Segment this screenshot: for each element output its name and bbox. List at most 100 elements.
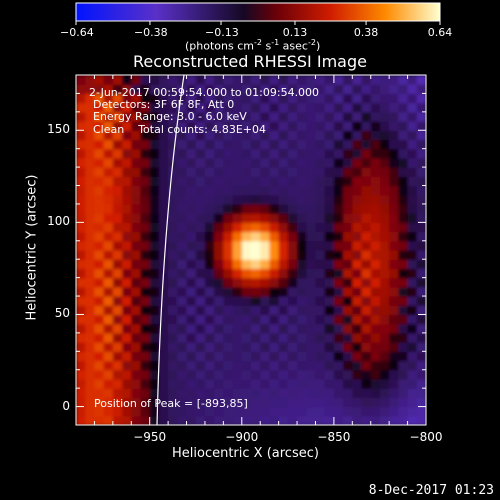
heatmap-cell [177,111,188,122]
heatmap-cell [324,305,335,316]
heatmap-cell [112,231,123,242]
heatmap-cell [223,121,234,131]
heatmap-cell [315,342,326,352]
heatmap-cell [416,342,426,352]
heatmap-cell [168,84,178,95]
heatmap-cell [204,203,215,214]
heatmap-cell [186,240,197,251]
heatmap-cell [85,176,96,187]
heatmap-cell [241,240,252,251]
heatmap-cell [214,240,224,251]
heatmap-cell [241,231,252,242]
heatmap-cell [407,222,418,233]
heatmap-cell [343,231,353,242]
heatmap-cell [241,323,252,334]
heatmap-cell [287,305,298,316]
heatmap-cell [260,157,271,168]
heatmap-cell [122,277,132,288]
heatmap-cell [407,415,418,425]
heatmap-cell [241,148,252,159]
heatmap-cell [416,111,426,122]
heatmap-cell [204,157,215,168]
heatmap-cell [112,250,123,260]
heatmap-cell [204,185,215,196]
heatmap-cell [186,222,197,233]
heatmap-cell [361,296,372,306]
heatmap-cell [260,351,271,362]
heatmap-cell [232,296,243,306]
heatmap-cell [278,369,289,380]
heatmap-cell [352,388,363,398]
heatmap-cell [315,231,326,242]
heatmap-cell [186,84,197,95]
heatmap-cell [333,342,344,352]
heatmap-cell [352,259,363,270]
heatmap-cell [343,259,353,270]
heatmap-cell [287,75,298,85]
heatmap-cell [232,332,243,343]
heatmap-cell [122,305,132,316]
heatmap-cell [407,148,418,159]
heatmap-cell [94,185,105,196]
heatmap-cell [122,231,132,242]
heatmap-cell [158,397,169,408]
heatmap-cell [251,203,261,214]
heatmap-cell [195,213,206,223]
heatmap-cell [122,351,132,362]
heatmap-cell [324,222,335,233]
heatmap-cell [260,130,271,141]
heatmap-cell [251,139,261,150]
heatmap-cell [343,203,353,214]
heatmap-cell [149,102,160,113]
heatmap-cell [168,240,178,251]
heatmap-cell [223,369,234,380]
heatmap-cell [398,231,409,242]
heatmap-cell [297,157,307,168]
heatmap-cell [370,378,381,389]
heatmap-cell [370,231,381,242]
heatmap-cell [370,157,381,168]
heatmap-cell [398,222,409,233]
heatmap-cell [361,148,372,159]
heatmap-cell [149,314,160,325]
heatmap-cell [214,360,224,371]
heatmap-cell [333,277,344,288]
x-tick-label: −950 [133,430,167,444]
heatmap-cell [251,231,261,242]
heatmap-cell [398,102,409,113]
heatmap-cell [297,296,307,306]
heatmap-cell [94,231,105,242]
heatmap-cell [186,111,197,122]
heatmap-cell [315,102,326,113]
heatmap-cell [223,213,234,223]
heatmap-cell [352,240,363,251]
heatmap-cell [158,213,169,223]
heatmap-cell [140,378,151,389]
heatmap-cell [223,323,234,334]
heatmap-cell [140,167,151,177]
heatmap-cell [315,388,326,398]
heatmap-cell [140,84,151,95]
heatmap-cell [195,277,206,288]
heatmap-cell [195,148,206,159]
heatmap-cell [232,148,243,159]
heatmap-cell [103,167,114,177]
heatmap-cell [370,167,381,177]
heatmap-cell [352,314,363,325]
heatmap-cell [416,305,426,316]
heatmap-cell [278,139,289,150]
heatmap-cell [352,121,363,131]
heatmap-cell [149,240,160,251]
heatmap-cell [416,176,426,187]
heatmap-cell [407,406,418,417]
heatmap-cell [85,323,96,334]
heatmap-cell [149,360,160,371]
heatmap-cell [103,231,114,242]
heatmap-cell [343,388,353,398]
heatmap-cell [112,314,123,325]
heatmap-cell [343,342,353,352]
heatmap-cell [407,139,418,150]
heatmap-cell [361,277,372,288]
heatmap-cell [131,397,142,408]
heatmap-cell [278,277,289,288]
